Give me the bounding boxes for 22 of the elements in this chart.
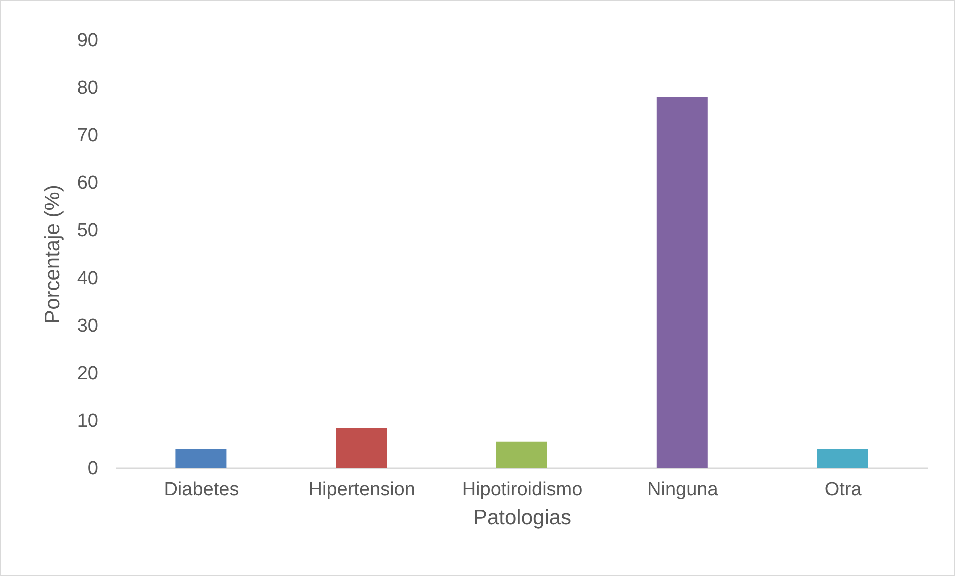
bar (656, 97, 708, 468)
y-tick-label: 30 (77, 316, 98, 337)
bar (496, 442, 548, 468)
y-tick-label: 50 (77, 220, 98, 242)
bar (176, 448, 227, 468)
y-tick-label: 90 (77, 30, 98, 52)
y-tick-label: 0 (88, 458, 98, 480)
y-tick-label: 10 (77, 410, 98, 432)
y-tick-label: 80 (77, 78, 98, 100)
y-tick-label: 20 (77, 363, 98, 384)
bar (817, 448, 868, 468)
x-tick-label: Hipotiroidismo (462, 480, 583, 500)
y-axis-title: Porcentaje (%) (41, 185, 64, 324)
x-tick-label: Otra (824, 480, 862, 500)
x-tick-label: Ninguna (648, 480, 719, 500)
y-tick-label: 70 (77, 126, 98, 147)
bar (336, 428, 388, 468)
x-tick-label: Hipertension (308, 480, 416, 500)
y-tick-label: 60 (77, 173, 98, 194)
x-axis-title: Patologias (473, 506, 572, 530)
x-tick-label: Diabetes (164, 480, 240, 500)
y-tick-label: 40 (77, 268, 98, 290)
